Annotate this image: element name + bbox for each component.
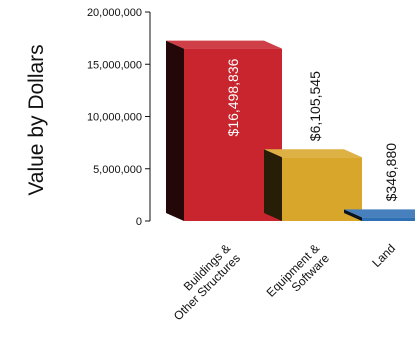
- data-label: $346,880: [383, 143, 399, 202]
- category-label: Equipment &Software: [264, 241, 333, 310]
- bar-side-face: [264, 149, 282, 221]
- category-labels: Buildings &Other Structures Equipment &So…: [161, 241, 398, 323]
- y-tick-label: 5,000,000: [93, 164, 142, 176]
- y-tick-label: 20,000,000: [87, 7, 142, 19]
- bar: [264, 149, 362, 221]
- bar-top-face: [264, 149, 362, 158]
- y-tick-label: 0: [136, 216, 142, 228]
- bar-top-face: [166, 40, 282, 49]
- data-label: $6,105,545: [307, 71, 323, 141]
- data-labels: $16,498,836 $6,105,545 $346,880: [225, 58, 399, 201]
- bar-front-face: [362, 217, 415, 221]
- y-axis-label: Value by Dollars: [25, 44, 48, 195]
- bar-side-face: [344, 209, 362, 221]
- category-label: Land: [369, 241, 398, 270]
- bar-top-face: [344, 209, 415, 218]
- y-tick-label: 10,000,000: [87, 112, 142, 124]
- data-label: $16,498,836: [225, 58, 241, 136]
- bar-side-face: [166, 40, 184, 222]
- y-axis: 0 5,000,000 10,000,000 15,000,000 20,000,000: [87, 7, 151, 228]
- bars: [166, 40, 415, 222]
- bar: [344, 209, 415, 221]
- category-label-line: Land: [369, 241, 398, 270]
- y-tick-label: 15,000,000: [87, 59, 142, 71]
- category-label: Buildings &Other Structures: [161, 241, 243, 323]
